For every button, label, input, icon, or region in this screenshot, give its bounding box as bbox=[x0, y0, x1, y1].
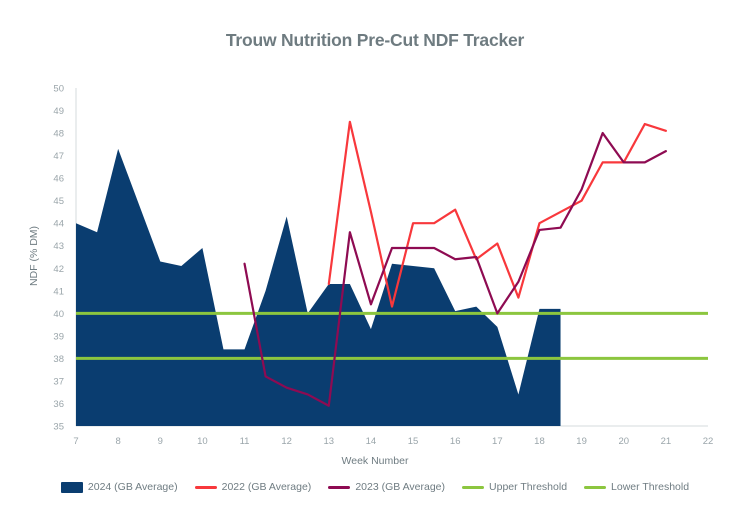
series-line-2022 bbox=[327, 120, 667, 308]
x-tick-label: 18 bbox=[534, 436, 545, 447]
x-tick-label: 14 bbox=[366, 436, 377, 447]
y-tick-label: 40 bbox=[53, 309, 64, 320]
x-tick-label: 17 bbox=[492, 436, 503, 447]
x-tick-label: 12 bbox=[281, 436, 292, 447]
x-tick-label: 9 bbox=[158, 436, 163, 447]
y-tick-label: 36 bbox=[53, 399, 64, 410]
y-tick-label: 42 bbox=[53, 264, 64, 275]
legend-item[interactable]: 2023 (GB Average) bbox=[328, 481, 445, 493]
series-line-2023 bbox=[243, 131, 667, 407]
y-tick-label: 45 bbox=[53, 196, 64, 207]
x-tick-label: 22 bbox=[703, 436, 714, 447]
x-tick-label: 10 bbox=[197, 436, 208, 447]
x-axis-title: Week Number bbox=[341, 455, 409, 467]
y-tick-label: 41 bbox=[53, 286, 64, 297]
x-tick-label: 16 bbox=[450, 436, 461, 447]
legend-label: 2024 (GB Average) bbox=[87, 481, 178, 493]
legend-label: Lower Threshold bbox=[611, 481, 690, 493]
legend-item[interactable]: Upper Threshold bbox=[462, 481, 567, 493]
y-tick-label: 48 bbox=[53, 129, 64, 140]
y-tick-label: 43 bbox=[53, 241, 64, 252]
legend-label: 2022 (GB Average) bbox=[221, 481, 312, 493]
y-tick-label: 46 bbox=[53, 174, 64, 185]
legend-label: Upper Threshold bbox=[489, 481, 568, 493]
legend-swatch-line bbox=[462, 485, 485, 489]
y-tick-label: 37 bbox=[53, 376, 64, 387]
y-tick-label: 49 bbox=[53, 106, 64, 117]
legend-swatch-line bbox=[584, 485, 607, 489]
y-tick-label: 38 bbox=[53, 354, 64, 365]
x-tick-label: 8 bbox=[115, 436, 120, 447]
x-tick-label: 13 bbox=[324, 436, 335, 447]
x-tick-label: 20 bbox=[618, 436, 629, 447]
legend-swatch-line bbox=[194, 485, 217, 489]
chart-legend: 2024 (GB Average) 2022 (GB Average) 2023 (… bbox=[0, 481, 750, 493]
legend-item[interactable]: 2022 (GB Average) bbox=[194, 481, 312, 493]
legend-label: 2023 (GB Average) bbox=[355, 481, 446, 493]
plot-svg: 35 36 37 38 39 40 41 42 43 44 45 46 47 48 49 50 7 8 9 10 11 1… bbox=[53, 84, 714, 448]
y-tick-label: 50 bbox=[53, 84, 64, 95]
x-tick-label: 19 bbox=[576, 436, 587, 447]
y-tick-label: 39 bbox=[53, 331, 64, 342]
legend-item[interactable]: 2024 (GB Average) bbox=[60, 481, 178, 493]
legend-swatch-area bbox=[60, 481, 83, 493]
x-tick-label: 21 bbox=[661, 436, 672, 447]
page-title: Trouw Nutrition Pre-Cut NDF Tracker bbox=[225, 30, 525, 50]
legend-swatch-line bbox=[328, 485, 351, 489]
x-tick-label: 15 bbox=[408, 436, 419, 447]
y-tick-label: 47 bbox=[53, 151, 64, 162]
y-tick-label: 35 bbox=[53, 422, 64, 433]
x-tick-label: 11 bbox=[240, 436, 250, 447]
y-tick-label: 44 bbox=[53, 219, 64, 230]
x-tick-label: 7 bbox=[73, 436, 78, 447]
plot-area: 35 36 37 38 39 40 41 42 43 44 45 46 47 48 49 50 7 8 9 10 11 1… bbox=[0, 78, 750, 448]
legend-item[interactable]: Lower Threshold bbox=[584, 481, 689, 493]
y-axis-title: NDF (% DM) bbox=[28, 225, 40, 287]
series-area-2024 bbox=[76, 148, 561, 426]
